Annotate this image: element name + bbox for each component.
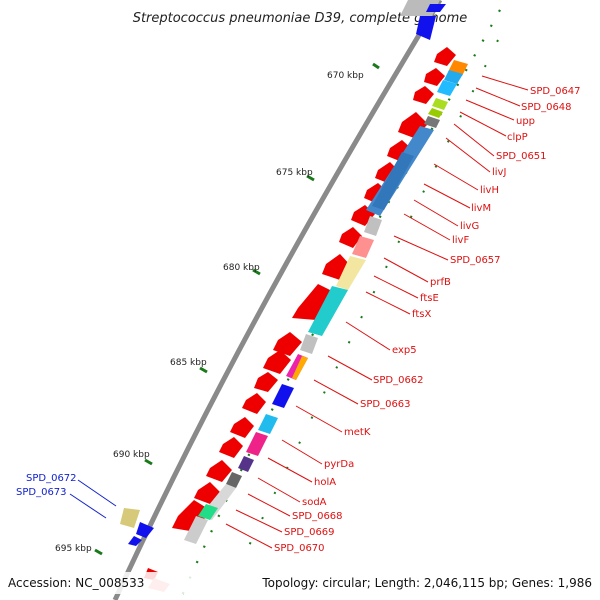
gene-label-spd-0670: SPD_0670 (274, 543, 325, 554)
gene-label-ftsx: ftsX (412, 309, 431, 320)
label-leader-lines (225, 75, 529, 549)
gene-label-livh: livH (480, 185, 499, 196)
gene-label-spd-0663: SPD_0663 (360, 399, 411, 410)
topology-text: Topology: circular; Length: 2,046,115 bp… (261, 576, 592, 590)
gene-label-spd-0672: SPD_0672 (26, 473, 77, 484)
gene-label-livm: livM (471, 203, 491, 214)
gene-label-clpp: clpP (507, 132, 528, 143)
gene-label-upp: upp (516, 116, 535, 127)
left-label-leader-lines (69, 479, 117, 519)
inner-genes (148, 60, 468, 592)
gene-label-spd-0657: SPD_0657 (450, 255, 501, 266)
footer-background (0, 572, 600, 594)
gene-label-spd-0647: SPD_0647 (530, 86, 581, 97)
kbp-tick-680: 680 kbp (223, 263, 260, 273)
inner-tick-ring (241, 39, 499, 561)
top-partial-genes (400, 0, 446, 40)
accession-text: Accession: NC_008533 (8, 576, 144, 590)
gene-label-metk: metK (344, 427, 371, 438)
gene-label-spd-0668: SPD_0668 (292, 511, 343, 522)
gene-label-livj: livJ (492, 167, 506, 178)
kbp-tick-marks (94, 62, 380, 556)
gene-label-ftse: ftsE (420, 293, 439, 304)
left-gene-labels: SPD_0672 SPD_0673 (16, 473, 77, 498)
right-gene-labels: SPD_0647 SPD_0648 upp clpP SPD_0651 livJ… (274, 86, 581, 554)
kbp-tick-670: 670 kbp (327, 71, 364, 81)
kbp-tick-690: 690 kbp (113, 450, 150, 460)
kbp-tick-675: 675 kbp (276, 168, 313, 178)
gene-label-spd-0651: SPD_0651 (496, 151, 547, 162)
gene-label-hola: holA (314, 477, 336, 488)
gene-label-pyrda: pyrDa (324, 459, 354, 470)
gene-label-exp5: exp5 (392, 345, 417, 356)
map-title: Streptococcus pneumoniae D39, complete g… (133, 11, 468, 26)
left-genes (120, 508, 154, 546)
gene-label-spd-0648: SPD_0648 (521, 102, 572, 113)
gene-label-livf: livF (452, 235, 469, 246)
gene-label-spd-0673: SPD_0673 (16, 487, 67, 498)
outer-tick-ring (178, 0, 507, 600)
gene-label-prfb: prfB (430, 277, 451, 288)
kbp-tick-695: 695 kbp (55, 544, 92, 554)
gene-label-livg: livG (460, 221, 479, 232)
genome-backbone (112, 0, 443, 600)
gene-label-spd-0662: SPD_0662 (373, 375, 424, 386)
kbp-tick-685: 685 kbp (170, 358, 207, 368)
gene-label-spd-0669: SPD_0669 (284, 527, 335, 538)
gene-label-soda: sodA (302, 497, 327, 508)
